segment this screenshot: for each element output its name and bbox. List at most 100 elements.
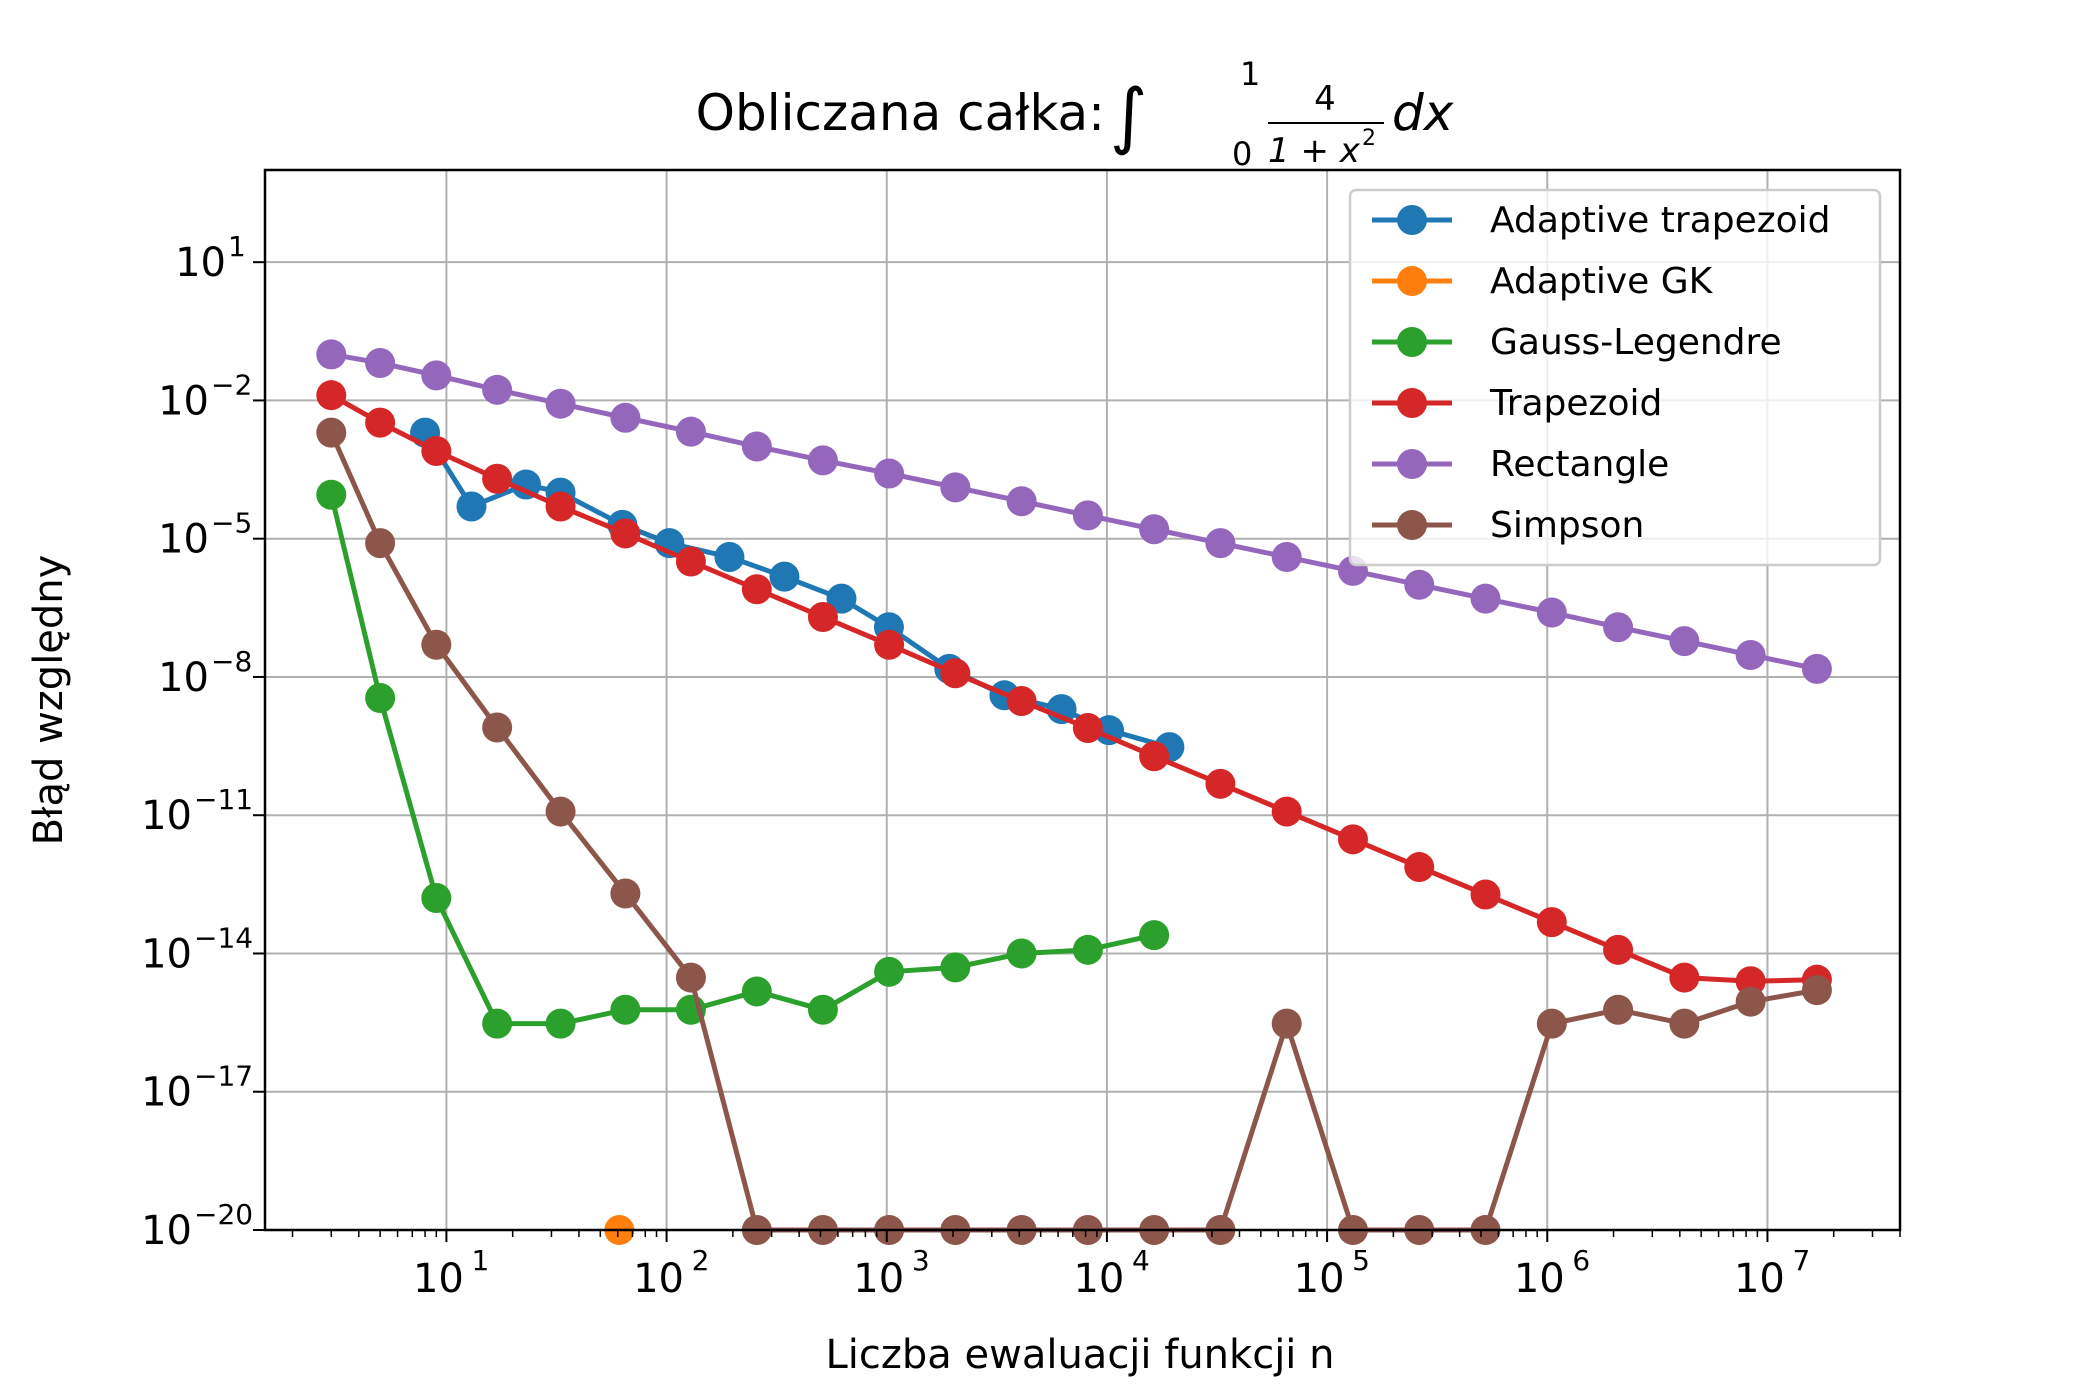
data-point bbox=[1271, 542, 1302, 573]
data-point bbox=[769, 561, 800, 592]
data-point bbox=[316, 479, 347, 510]
chart-title: Obliczana całka: ∫ 1 0 4 1 + x 2 dx bbox=[696, 55, 1454, 173]
data-point bbox=[456, 491, 487, 522]
y-tick-label: 10 bbox=[175, 240, 226, 286]
title-differential: dx bbox=[1392, 84, 1454, 142]
legend-label: Simpson bbox=[1490, 505, 1644, 546]
data-point bbox=[365, 682, 396, 713]
data-point bbox=[1801, 653, 1832, 684]
data-point bbox=[1603, 934, 1634, 965]
data-point bbox=[421, 435, 452, 466]
y-tick-exponent: −8 bbox=[211, 645, 252, 678]
y-tick-exponent: −5 bbox=[211, 507, 252, 540]
y-tick-label: 10 bbox=[141, 931, 192, 977]
title-prefix: Obliczana całka: bbox=[696, 84, 1105, 142]
data-point bbox=[421, 360, 452, 391]
data-point bbox=[1006, 486, 1037, 517]
data-point bbox=[610, 878, 641, 909]
legend-label: Adaptive trapezoid bbox=[1490, 200, 1831, 241]
legend-marker bbox=[1397, 510, 1427, 540]
data-point bbox=[1536, 597, 1567, 628]
data-point bbox=[1669, 962, 1700, 993]
data-point bbox=[1006, 938, 1037, 969]
title-integral-sign: ∫ bbox=[1110, 73, 1148, 157]
data-point bbox=[545, 491, 576, 522]
x-tick-label: 10 bbox=[1734, 1256, 1785, 1302]
x-tick-exponent: 5 bbox=[1352, 1244, 1370, 1277]
x-tick-exponent: 1 bbox=[471, 1244, 489, 1277]
y-tick-exponent: −11 bbox=[194, 783, 253, 816]
data-point bbox=[807, 994, 838, 1025]
data-point bbox=[1271, 1008, 1302, 1039]
data-point bbox=[1006, 686, 1037, 717]
x-tick-exponent: 3 bbox=[912, 1244, 930, 1277]
data-point bbox=[610, 518, 641, 549]
legend-marker bbox=[1397, 205, 1427, 235]
data-point bbox=[482, 712, 513, 743]
data-point bbox=[1337, 824, 1368, 855]
data-point bbox=[316, 380, 347, 411]
data-point bbox=[1603, 994, 1634, 1025]
data-point bbox=[1536, 1008, 1567, 1039]
legend-entry-adaptive-trapezoid: Adaptive trapezoid bbox=[1372, 200, 1831, 241]
data-point bbox=[1669, 1008, 1700, 1039]
data-point bbox=[1139, 741, 1170, 772]
legend-label: Adaptive GK bbox=[1490, 261, 1714, 302]
x-tick-exponent: 6 bbox=[1572, 1244, 1590, 1277]
data-point bbox=[675, 416, 706, 447]
data-point bbox=[741, 431, 772, 462]
series-rectangle bbox=[316, 339, 1832, 684]
data-point bbox=[365, 407, 396, 438]
x-tick-exponent: 4 bbox=[1132, 1244, 1150, 1277]
data-point bbox=[1072, 713, 1103, 744]
data-point bbox=[1139, 920, 1170, 951]
legend-label: Trapezoid bbox=[1489, 383, 1662, 424]
legend-entry-gauss-legendre: Gauss-Legendre bbox=[1372, 322, 1782, 363]
y-tick-label: 10 bbox=[141, 793, 192, 839]
data-point bbox=[316, 339, 347, 370]
data-point bbox=[1735, 986, 1766, 1017]
data-point bbox=[610, 402, 641, 433]
data-point bbox=[316, 417, 347, 448]
ticks: 10 1 10 2 10 3 10 4 10 5 10 6 10 710 110 −210 −510 −810 −1… bbox=[141, 230, 1901, 1302]
data-point bbox=[1072, 500, 1103, 531]
legend-label: Gauss-Legendre bbox=[1490, 322, 1782, 363]
data-point bbox=[482, 1008, 513, 1039]
data-point bbox=[421, 882, 452, 913]
data-point bbox=[365, 528, 396, 559]
data-point bbox=[1205, 768, 1236, 799]
data-point bbox=[1205, 528, 1236, 559]
title-upper-limit: 1 bbox=[1240, 55, 1260, 93]
x-tick-exponent: 7 bbox=[1793, 1244, 1811, 1277]
data-point bbox=[1536, 907, 1567, 938]
data-point bbox=[940, 472, 971, 503]
data-point bbox=[874, 458, 905, 489]
data-point bbox=[1470, 879, 1501, 910]
legend-entry-simpson: Simpson bbox=[1372, 505, 1644, 546]
plot-area-frame bbox=[263, 168, 1902, 1232]
data-point bbox=[1470, 583, 1501, 614]
data-point bbox=[545, 796, 576, 827]
data-point bbox=[1404, 569, 1435, 600]
y-tick-exponent: −20 bbox=[194, 1198, 253, 1231]
data-point bbox=[741, 976, 772, 1007]
data-point bbox=[874, 956, 905, 987]
legend-label: Rectangle bbox=[1490, 444, 1669, 485]
legend-entry-trapezoid: Trapezoid bbox=[1372, 383, 1662, 424]
legend-entry-adaptive-gk: Adaptive GK bbox=[1372, 261, 1714, 302]
data-point bbox=[482, 374, 513, 405]
data-point bbox=[940, 658, 971, 689]
x-axis-label: Liczba ewaluacji funkcji n bbox=[826, 1332, 1335, 1378]
data-point bbox=[940, 952, 971, 983]
x-tick-label: 10 bbox=[413, 1256, 464, 1302]
y-tick-exponent: −17 bbox=[194, 1060, 253, 1093]
data-point bbox=[545, 1008, 576, 1039]
x-tick-label: 10 bbox=[853, 1256, 904, 1302]
data-point bbox=[874, 629, 905, 660]
y-tick-exponent: −14 bbox=[194, 921, 253, 954]
data-point bbox=[826, 583, 857, 614]
series-trapezoid bbox=[316, 380, 1832, 997]
legend-marker bbox=[1397, 327, 1427, 357]
y-tick-label: 10 bbox=[158, 378, 209, 424]
